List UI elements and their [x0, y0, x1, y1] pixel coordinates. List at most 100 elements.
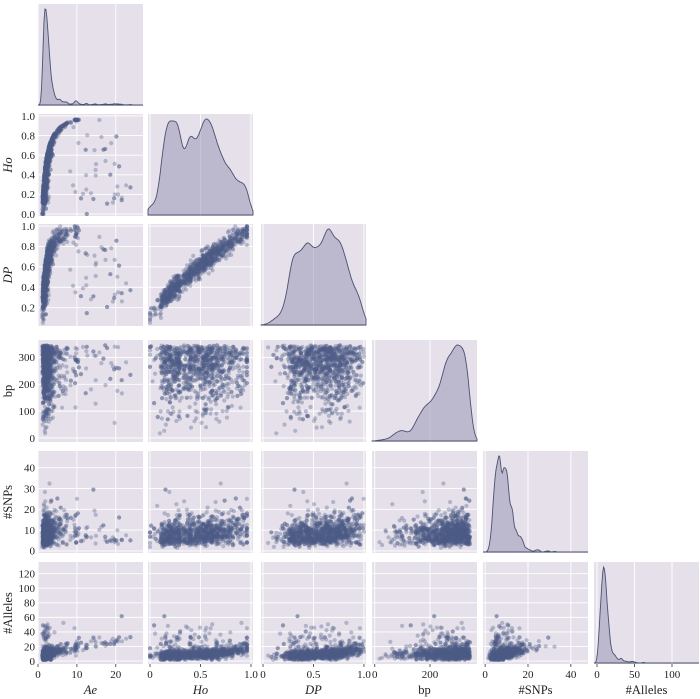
scatter-point	[178, 282, 183, 287]
scatter-point	[119, 378, 124, 383]
scatter-point	[51, 133, 56, 138]
scatter-point	[206, 261, 212, 266]
scatter-point	[50, 151, 55, 156]
scatter-point	[41, 282, 47, 288]
scatter-point	[176, 287, 181, 293]
scatter-point	[43, 168, 48, 173]
scatter-point	[208, 250, 213, 255]
scatter-point	[47, 150, 52, 155]
scatter-point	[176, 280, 181, 285]
scatter-point	[43, 190, 48, 195]
scatter-point	[50, 139, 55, 144]
scatter-point	[204, 253, 209, 258]
scatter-point	[41, 285, 46, 290]
scatter-point	[168, 290, 174, 295]
scatter-point	[76, 365, 81, 370]
scatter-point	[40, 194, 46, 199]
scatter-point	[187, 272, 192, 277]
scatter-point	[42, 275, 47, 280]
scatter-point	[195, 264, 200, 269]
scatter-point	[195, 267, 200, 272]
scatter-point	[44, 178, 49, 183]
scatter-point	[244, 224, 249, 229]
scatter-point	[56, 227, 61, 232]
scatter-point	[42, 187, 47, 192]
scatter-point	[215, 244, 220, 249]
scatter-point	[45, 364, 50, 369]
scatter-point	[48, 367, 53, 372]
scatter-point	[43, 258, 48, 263]
scatter-point	[44, 253, 49, 258]
scatter-point	[41, 367, 47, 372]
scatter-point	[60, 236, 65, 241]
scatter-point	[188, 273, 193, 278]
scatter-point	[52, 132, 57, 137]
scatter-point	[219, 246, 225, 251]
scatter-point	[74, 235, 79, 240]
scatter-point	[44, 164, 49, 169]
scatter-point	[44, 162, 49, 167]
scatter-point	[177, 294, 182, 299]
scatter-point	[167, 285, 172, 290]
scatter-point	[45, 156, 50, 162]
scatter-point	[44, 263, 50, 268]
scatter-point	[220, 239, 225, 244]
scatter-point	[45, 254, 50, 259]
scatter-point	[42, 183, 47, 188]
scatter-point	[47, 255, 52, 260]
scatter-point	[182, 272, 187, 277]
scatter-point	[177, 283, 182, 288]
scatter-point	[202, 257, 207, 262]
scatter-point	[41, 187, 46, 192]
scatter-point	[220, 253, 225, 258]
scatter-point	[44, 265, 49, 270]
scatter-point	[43, 195, 48, 200]
scatter-point	[45, 156, 50, 161]
scatter-point	[44, 278, 49, 283]
scatter-point	[48, 245, 53, 250]
scatter-point	[242, 226, 247, 231]
density-curve	[147, 118, 254, 216]
scatter-point	[41, 377, 46, 383]
scatter-point	[44, 173, 49, 178]
scatter-point	[201, 259, 206, 264]
scatter-point	[45, 248, 50, 253]
scatter-point	[41, 274, 47, 279]
scatter-point	[43, 268, 48, 273]
scatter-point	[41, 296, 46, 301]
scatter-point	[192, 265, 197, 270]
scatter-point	[40, 282, 46, 287]
scatter-point	[40, 193, 46, 198]
scatter-point	[159, 294, 164, 299]
scatter-point	[203, 254, 209, 259]
scatter-point	[47, 146, 52, 151]
scatter-point	[41, 191, 46, 196]
scatter-point	[41, 195, 46, 201]
scatter-point	[162, 295, 168, 300]
scatter-point	[177, 289, 182, 294]
scatter-point	[46, 379, 51, 384]
scatter-point	[214, 254, 219, 259]
scatter-point	[167, 291, 172, 297]
scatter-point	[41, 278, 47, 283]
scatter-point	[41, 284, 47, 289]
scatter-point	[41, 187, 47, 192]
scatter-point	[169, 283, 174, 288]
scatter-point	[44, 348, 49, 353]
scatter-point	[43, 284, 48, 290]
scatter-point	[45, 152, 51, 157]
scatter-point	[44, 157, 49, 162]
scatter-point	[217, 245, 222, 250]
scatter-point	[43, 386, 48, 391]
scatter-point	[157, 304, 162, 309]
scatter-point	[43, 161, 48, 166]
scatter-point	[41, 188, 46, 193]
scatter-point	[241, 229, 246, 234]
scatter-point	[216, 247, 221, 252]
scatter-point	[41, 297, 46, 302]
scatter-point	[49, 243, 54, 248]
scatter-point	[237, 239, 242, 244]
scatter-point	[164, 298, 169, 303]
scatter-point	[46, 146, 52, 151]
